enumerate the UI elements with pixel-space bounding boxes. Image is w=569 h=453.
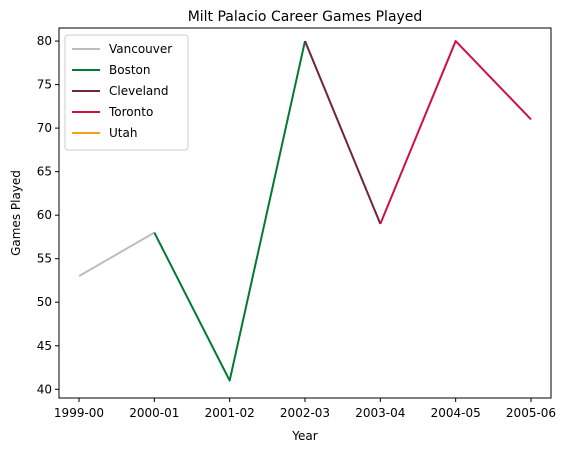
legend-label-toronto: Toronto	[108, 105, 153, 119]
x-tick-label: 2003-04	[355, 406, 405, 420]
x-tick-label: 1999-00	[54, 406, 104, 420]
y-tick-label: 65	[37, 165, 52, 179]
y-tick-label: 45	[37, 339, 52, 353]
x-axis-label: Year	[291, 429, 317, 443]
series-line-cleveland	[304, 40, 382, 225]
legend-label-boston: Boston	[109, 63, 150, 77]
x-tick-label: 2004-05	[431, 406, 481, 420]
series-line-vancouver	[78, 231, 155, 277]
y-tick-label: 75	[37, 78, 52, 92]
x-axis-ticks: 1999-00 2000-01 2001-02 2002-03 2003-04 2004-…	[54, 398, 556, 420]
y-axis-label: Games Played	[9, 170, 23, 256]
y-tick-label: 70	[37, 121, 52, 135]
legend-label-utah: Utah	[109, 126, 137, 140]
x-tick-label: 2001-02	[205, 406, 255, 420]
y-tick-label: 50	[37, 295, 52, 309]
y-tick-label: 60	[37, 208, 52, 222]
y-axis-ticks: 40 45 50 55 60 65 70 75 80	[37, 34, 59, 396]
series-line-boston	[153, 40, 306, 382]
series-line-toronto	[379, 40, 532, 225]
x-tick-label: 2002-03	[280, 406, 330, 420]
x-tick-label: 2000-01	[129, 406, 179, 420]
legend-box	[64, 34, 189, 151]
legend-label-cleveland: Cleveland	[109, 84, 169, 98]
legend-label-vancouver: Vancouver	[109, 42, 172, 56]
series-layer	[78, 40, 532, 382]
y-tick-label: 40	[37, 382, 52, 396]
chart-title: Milt Palacio Career Games Played	[188, 9, 423, 25]
y-tick-label: 80	[37, 34, 52, 48]
y-tick-label: 55	[37, 252, 52, 266]
legend: Vancouver Boston Cleveland Toronto Utah	[64, 34, 189, 151]
x-tick-label: 2005-06	[506, 406, 556, 420]
